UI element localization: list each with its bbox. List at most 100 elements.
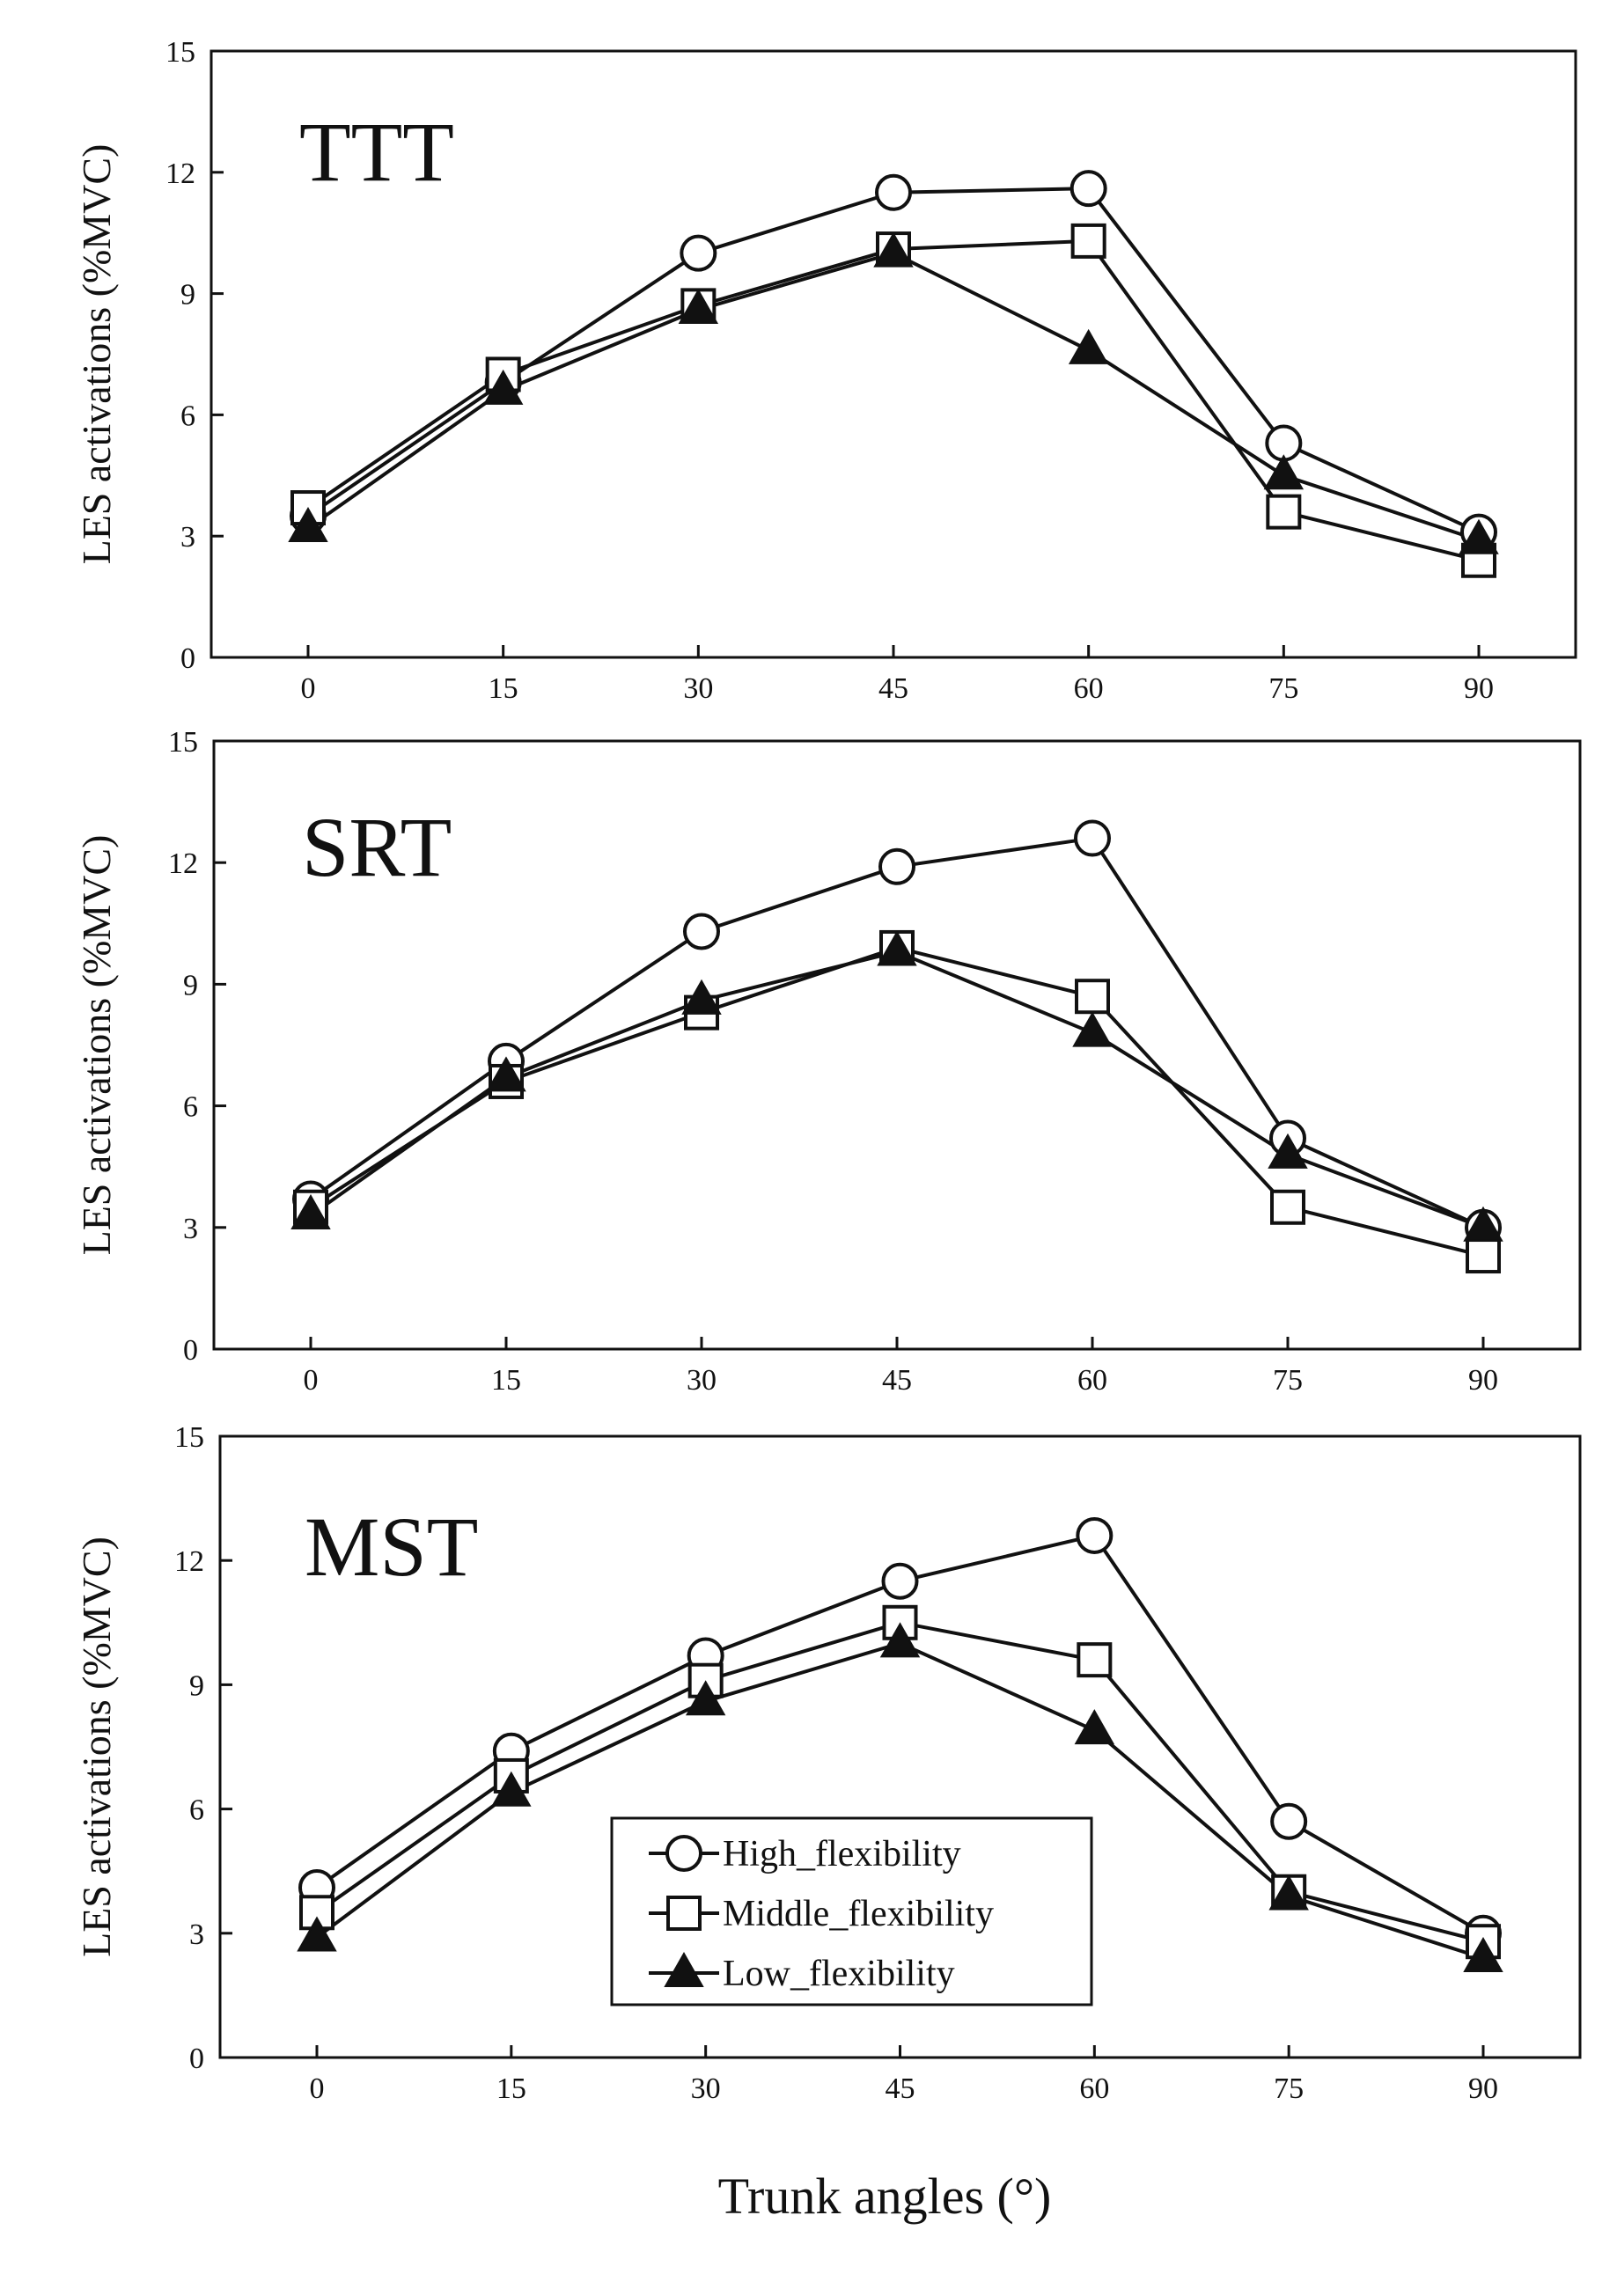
panel-title: TTT: [299, 105, 454, 199]
series-legend-marker-2: [664, 1951, 704, 1987]
series-2-marker-5: [1268, 1874, 1309, 1911]
x-tick-label: 75: [1274, 2072, 1304, 2105]
series-layer: [288, 170, 1499, 578]
y-tick-label: 3: [189, 1918, 204, 1951]
series-2-marker-0: [290, 1193, 331, 1229]
series-0-marker-3: [881, 1562, 919, 1600]
x-tick-label: 45: [886, 2072, 915, 2105]
series-1-marker-4: [1070, 223, 1106, 259]
series-0-marker-4: [1074, 819, 1111, 857]
y-axis-label: LES activations (%MVC): [74, 835, 119, 1256]
legend-items: High_flexibility Middle_flexibility Low_fl…: [649, 1834, 994, 1994]
y-tick-label: 3: [180, 521, 195, 554]
legend-label: High_flexibility: [723, 1834, 961, 1874]
panel-mst: MST LES activations (%MVC) 0 3 6 9 12 15 0 15 3…: [74, 1421, 1582, 2105]
x-tick-label: 75: [1273, 1364, 1303, 1397]
series-2-marker-5: [1263, 454, 1305, 490]
y-axis-label: LES activations (%MVC): [74, 1537, 119, 1957]
series-2-marker-2: [685, 1680, 726, 1716]
series-legend-marker-0: [665, 1835, 702, 1872]
series-1-marker-6: [1466, 1238, 1501, 1274]
x-tick-label: 15: [496, 2072, 526, 2105]
series-2-marker-4: [1074, 1709, 1115, 1745]
x-tick-label: 0: [304, 1364, 319, 1397]
series-1-marker-5: [1266, 494, 1302, 530]
y-tick-label: 12: [165, 158, 195, 190]
series-layer: [290, 819, 1503, 1274]
panel-title: SRT: [302, 800, 452, 894]
y-tick-label: 0: [180, 642, 195, 675]
y-tick-label: 6: [180, 400, 195, 432]
x-tick-label: 75: [1268, 672, 1298, 705]
series-2-marker-4: [1068, 328, 1109, 364]
x-axis-title: Trunk angles (°): [718, 2168, 1052, 2225]
series-0-marker-3: [875, 173, 912, 211]
y-tick-label: 9: [180, 279, 195, 312]
x-tick-label: 15: [491, 1364, 521, 1397]
series-2-marker-3: [873, 231, 914, 268]
series-0-marker-2: [680, 234, 717, 272]
y-tick-label: 12: [168, 847, 198, 880]
series-2-marker-1: [486, 1056, 526, 1092]
y-tick-label: 9: [189, 1669, 204, 1702]
x-tick-label: 0: [301, 672, 316, 705]
legend-label: Low_flexibility: [723, 1954, 955, 1994]
y-tick-label: 3: [183, 1213, 198, 1245]
series-1-marker-4: [1075, 979, 1110, 1015]
series-0-marker-2: [683, 913, 720, 950]
y-tick-label: 6: [183, 1091, 198, 1124]
series-2-marker-5: [1268, 1133, 1308, 1169]
x-tick-label: 30: [687, 1364, 717, 1397]
x-tick-label: 45: [878, 672, 908, 705]
series-0-marker-4: [1069, 170, 1107, 208]
x-tick-label: 90: [1464, 672, 1494, 705]
y-axis-label: LES activations (%MVC): [74, 144, 119, 565]
y-tick-label: 6: [189, 1794, 204, 1827]
series-2-marker-0: [297, 1916, 337, 1952]
series-2-marker-3: [877, 930, 917, 966]
series-layer: [297, 1516, 1503, 1973]
series-2-marker-6: [1463, 1206, 1503, 1242]
series-1-marker-4: [1077, 1642, 1113, 1678]
series-2-marker-2: [678, 288, 719, 324]
legend: High_flexibility Middle_flexibility Low_fl…: [610, 1816, 1093, 2006]
legend-label: Middle_flexibility: [723, 1894, 994, 1934]
series-0-marker-5: [1270, 1802, 1308, 1840]
y-tick-label: 9: [183, 969, 198, 1001]
x-tick-label: 90: [1468, 2072, 1498, 2105]
x-tick-label: 90: [1468, 1364, 1498, 1397]
x-ticks: 0 15 30 45 60 75 90: [301, 645, 1494, 705]
x-ticks: 0 15 30 45 60 75 90: [304, 1337, 1498, 1397]
y-ticks: 0 3 6 9 12 15: [174, 1421, 232, 2075]
series-2-marker-1: [491, 1771, 532, 1807]
x-tick-label: 60: [1077, 1364, 1107, 1397]
panel-title: MST: [305, 1500, 478, 1594]
series-2-marker-6: [1459, 518, 1499, 554]
series-legend-marker-1: [666, 1896, 702, 1931]
x-tick-label: 0: [310, 2072, 325, 2105]
series-2-marker-6: [1463, 1937, 1503, 1973]
series-2-marker-4: [1072, 1011, 1113, 1047]
panel-ttt: TTT LES activations (%MVC) 0 3 6 9 12 15 0 15 3…: [74, 36, 1577, 705]
y-ticks: 0 3 6 9 12 15: [168, 726, 226, 1367]
x-tick-label: 45: [882, 1364, 912, 1397]
series-0-marker-3: [878, 847, 915, 885]
y-tick-label: 0: [189, 2043, 204, 2075]
x-tick-label: 60: [1074, 672, 1104, 705]
x-tick-label: 60: [1079, 2072, 1109, 2105]
series-2-marker-3: [879, 1622, 921, 1658]
y-tick-label: 0: [183, 1334, 198, 1367]
series-1-marker-5: [1270, 1189, 1305, 1225]
series-2-marker-0: [288, 506, 328, 543]
x-tick-label: 15: [489, 672, 518, 705]
x-tick-label: 30: [691, 2072, 721, 2105]
y-tick-label: 15: [174, 1421, 204, 1454]
y-tick-label: 15: [168, 726, 198, 759]
x-ticks: 0 15 30 45 60 75 90: [310, 2045, 1498, 2105]
x-tick-label: 30: [683, 672, 713, 705]
y-tick-label: 12: [174, 1545, 204, 1578]
series-2-marker-1: [482, 369, 524, 405]
y-ticks: 0 3 6 9 12 15: [165, 36, 224, 675]
y-tick-label: 15: [165, 36, 195, 69]
